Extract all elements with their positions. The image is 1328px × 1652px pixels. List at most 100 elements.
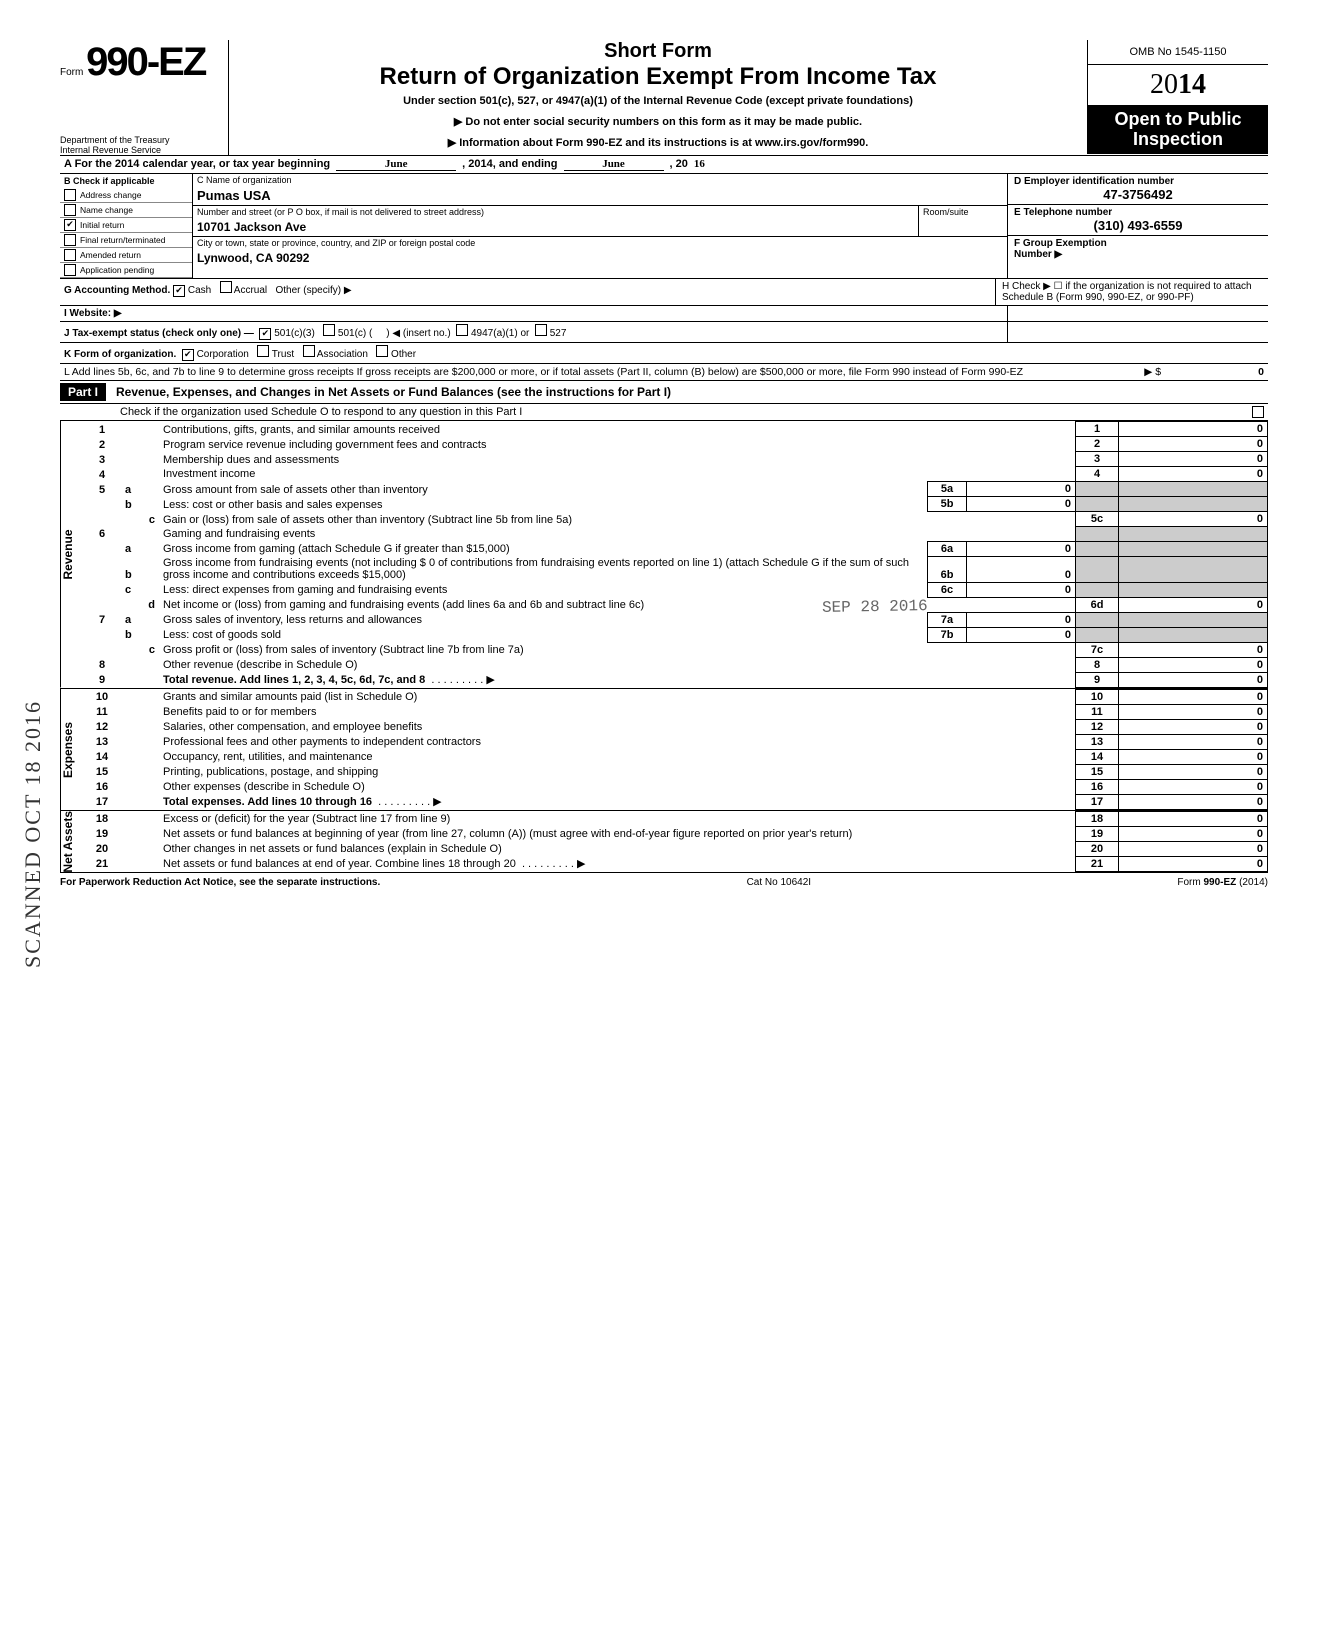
line-5a: 5 a Gross amount from sale of assets oth… bbox=[83, 482, 1268, 497]
short-form-title: Short Form bbox=[229, 40, 1087, 63]
checkbox-1[interactable] bbox=[64, 204, 76, 216]
line-b: b Less: cost of goods sold 7b 0 bbox=[83, 627, 1268, 642]
line-10: 10 Grants and similar amounts paid (list… bbox=[83, 689, 1268, 704]
checkbox-5[interactable] bbox=[64, 264, 76, 276]
other-label: Other bbox=[391, 349, 416, 360]
other-checkbox[interactable] bbox=[376, 345, 388, 357]
line-9: 9 Total revenue. Add lines 1, 2, 3, 4, 5… bbox=[83, 672, 1268, 687]
line-17: 17 Total expenses. Add lines 10 through … bbox=[83, 794, 1268, 809]
check-label-4: Amended return bbox=[80, 250, 141, 260]
expenses-side-label: Expenses bbox=[60, 689, 83, 810]
schedule-o-checkbox[interactable] bbox=[1252, 406, 1264, 418]
c-label: C Name of organization bbox=[193, 174, 1007, 186]
line-12: 12 Salaries, other compensation, and emp… bbox=[83, 719, 1268, 734]
line-7a: 7 a Gross sales of inventory, less retur… bbox=[83, 612, 1268, 627]
checkbox-3[interactable] bbox=[64, 234, 76, 246]
part1-label: Part I bbox=[60, 383, 106, 401]
received-stamp: SEP 28 2016 bbox=[822, 597, 928, 617]
check-label-2: Initial return bbox=[80, 220, 124, 230]
accrual-label: Accrual bbox=[234, 285, 267, 296]
checkbox-4[interactable] bbox=[64, 249, 76, 261]
line-13: 13 Professional fees and other payments … bbox=[83, 734, 1268, 749]
checkbox-0[interactable] bbox=[64, 189, 76, 201]
checkbox-2[interactable] bbox=[64, 219, 76, 231]
check-initial-return: Initial return bbox=[60, 218, 192, 233]
corp-label: Corporation bbox=[197, 349, 249, 360]
line-1: 1 Contributions, gifts, grants, and simi… bbox=[83, 422, 1268, 437]
line-c: c Gain or (loss) from sale of assets oth… bbox=[83, 512, 1268, 527]
end-year-hand: 16 bbox=[694, 158, 705, 170]
net-assets-section: Net Assets 18 Excess or (deficit) for th… bbox=[60, 810, 1268, 873]
f-label: F Group Exemption Number ▶ bbox=[1008, 236, 1268, 262]
check-application-pending: Application pending bbox=[60, 263, 192, 278]
line-b: b Gross income from fundraising events (… bbox=[83, 556, 1268, 582]
501c-label: 501(c) ( bbox=[338, 328, 372, 339]
i-label: I Website: ▶ bbox=[64, 308, 122, 319]
open-to-public: Open to Public Inspection bbox=[1088, 106, 1268, 154]
form-prefix: Form bbox=[60, 67, 83, 78]
accrual-checkbox[interactable] bbox=[220, 281, 232, 293]
omb-number: OMB No 1545-1150 bbox=[1088, 40, 1268, 65]
check-label-0: Address change bbox=[80, 190, 141, 200]
line-a-end: , 20 bbox=[670, 158, 688, 170]
j-label: J Tax-exempt status (check only one) — bbox=[64, 328, 254, 339]
line-20: 20 Other changes in net assets or fund b… bbox=[83, 841, 1268, 856]
begin-date-hand: June bbox=[336, 158, 456, 171]
main-title: Return of Organization Exempt From Incom… bbox=[229, 63, 1087, 91]
527-checkbox[interactable] bbox=[535, 324, 547, 336]
line-19: 19 Net assets or fund balances at beginn… bbox=[83, 826, 1268, 841]
street-address: 10701 Jackson Ave bbox=[193, 218, 918, 236]
dept-label: Department of the Treasury Internal Reve… bbox=[60, 135, 220, 155]
cash-checkbox[interactable] bbox=[173, 285, 185, 297]
other-specify-label: Other (specify) ▶ bbox=[276, 285, 352, 296]
line-2: 2 Program service revenue including gove… bbox=[83, 437, 1268, 452]
footer-right: Form 990-EZ (2014) bbox=[1177, 877, 1268, 888]
g-label: G Accounting Method. bbox=[64, 285, 170, 296]
line-3: 3 Membership dues and assessments 3 0 bbox=[83, 452, 1268, 467]
part1-title: Revenue, Expenses, and Changes in Net As… bbox=[116, 385, 671, 399]
org-name: Pumas USA bbox=[193, 186, 1007, 205]
501c-checkbox[interactable] bbox=[323, 324, 335, 336]
footer-left: For Paperwork Reduction Act Notice, see … bbox=[60, 877, 380, 888]
line-18: 18 Excess or (deficit) for the year (Sub… bbox=[83, 811, 1268, 826]
scanned-stamp: SCANNED OCT 18 2016 bbox=[20, 700, 46, 968]
trust-checkbox[interactable] bbox=[257, 345, 269, 357]
check-label-3: Final return/terminated bbox=[80, 235, 166, 245]
netassets-side-label: Net Assets bbox=[60, 811, 83, 873]
e-label: E Telephone number bbox=[1014, 207, 1262, 218]
room-suite-label: Room/suite bbox=[918, 206, 1007, 236]
cash-label: Cash bbox=[188, 285, 211, 296]
check-name-change: Name change bbox=[60, 203, 192, 218]
form-header: Form 990-EZ Department of the Treasury I… bbox=[60, 40, 1268, 155]
b-label: B Check if applicable bbox=[60, 174, 192, 188]
l-value: 0 bbox=[1164, 366, 1264, 378]
check-label-1: Name change bbox=[80, 205, 133, 215]
d-label: D Employer identification number bbox=[1014, 176, 1262, 187]
assoc-checkbox[interactable] bbox=[303, 345, 315, 357]
527-label: 527 bbox=[550, 328, 567, 339]
expenses-section: Expenses 10 Grants and similar amounts p… bbox=[60, 688, 1268, 810]
501c3-label: 501(c)(3) bbox=[274, 328, 315, 339]
l-arrow: ▶ $ bbox=[1144, 366, 1161, 378]
part1-check-text: Check if the organization used Schedule … bbox=[120, 406, 522, 418]
part1-header-row: Part I Revenue, Expenses, and Changes in… bbox=[60, 380, 1268, 404]
check-label-5: Application pending bbox=[80, 265, 154, 275]
4947-checkbox[interactable] bbox=[456, 324, 468, 336]
line-c: c Less: direct expenses from gaming and … bbox=[83, 582, 1268, 597]
arrow-line-1: ▶ Do not enter social security numbers o… bbox=[229, 115, 1087, 128]
501c3-checkbox[interactable] bbox=[259, 328, 271, 340]
line-16: 16 Other expenses (describe in Schedule … bbox=[83, 779, 1268, 794]
check-address-change: Address change bbox=[60, 188, 192, 203]
corp-checkbox[interactable] bbox=[182, 349, 194, 361]
line-8: 8 Other revenue (describe in Schedule O)… bbox=[83, 657, 1268, 672]
end-date-hand: June bbox=[564, 158, 664, 171]
line-c: c Gross profit or (loss) from sales of i… bbox=[83, 642, 1268, 657]
line-a: a Gross income from gaming (attach Sched… bbox=[83, 541, 1268, 556]
line-6: 6 Gaming and fundraising events bbox=[83, 527, 1268, 542]
4947-label: 4947(a)(1) or bbox=[471, 328, 529, 339]
k-label: K Form of organization. bbox=[64, 349, 176, 360]
trust-label: Trust bbox=[272, 349, 294, 360]
revenue-section: Revenue 1 Contributions, gifts, grants, … bbox=[60, 421, 1268, 688]
phone: (310) 493-6559 bbox=[1014, 218, 1262, 233]
check-amended-return: Amended return bbox=[60, 248, 192, 263]
